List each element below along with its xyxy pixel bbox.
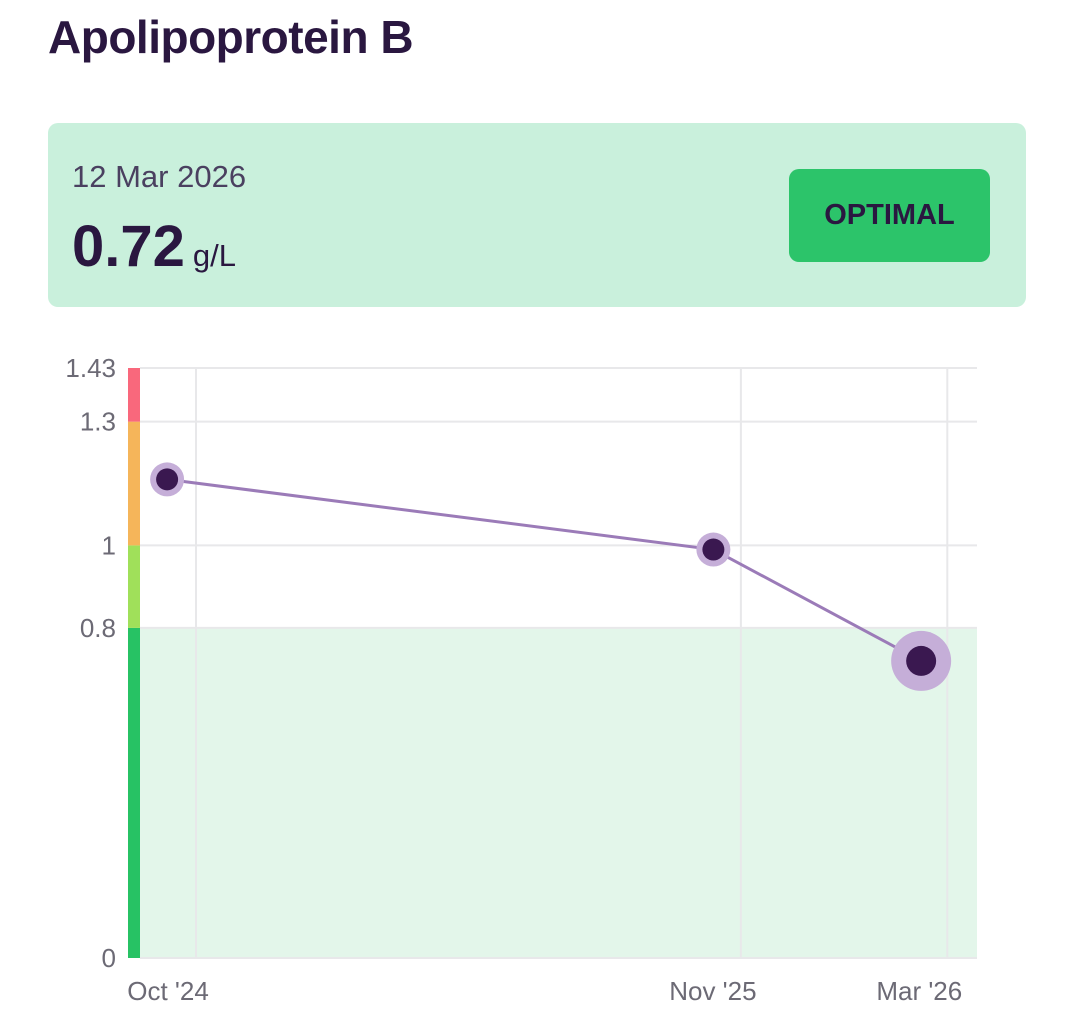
y-tick-label: 1 [102,530,116,560]
x-tick-label: Mar '26 [876,976,962,1006]
x-tick-label: Nov '25 [669,976,756,1006]
y-tick-label: 0 [102,943,116,973]
data-point [156,468,179,491]
y-tick-label: 0.8 [80,613,116,643]
result-date: 12 Mar 2026 [72,159,247,194]
data-point [702,538,725,561]
x-tick-label: Oct '24 [127,976,209,1006]
reference-band [128,368,140,422]
result-unit: g/L [192,238,236,273]
status-badge: OPTIMAL [789,169,990,262]
reference-band [128,545,140,628]
result-value: 0.72 [72,214,185,279]
latest-result-card: 12 Mar 2026 0.72 g/L OPTIMAL [48,123,1026,307]
reference-band [128,627,140,958]
result-value-row: 0.72 g/L [72,213,236,280]
y-tick-label: 1.43 [65,353,116,383]
optimal-range-fill [140,627,977,958]
reference-band [128,421,140,546]
y-tick-label: 1.3 [80,407,116,437]
page-title: Apolipoprotein B [48,11,414,63]
data-point [906,645,937,676]
